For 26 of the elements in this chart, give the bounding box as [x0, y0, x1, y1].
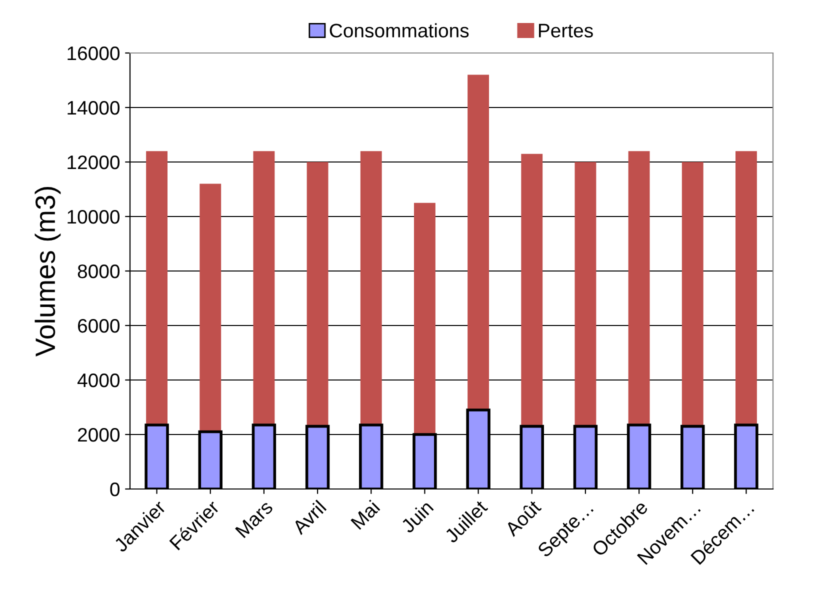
legend-label: Pertes	[538, 24, 593, 38]
y-tick-label: 4000	[77, 373, 120, 388]
bar	[574, 162, 596, 426]
y-tick-label: 0	[110, 482, 120, 496]
bar	[200, 184, 222, 432]
bar	[414, 202, 436, 434]
y-tick-label: 6000	[78, 318, 120, 333]
bar	[253, 151, 275, 425]
bar	[735, 151, 757, 425]
y-tick-label: 8000	[78, 264, 120, 278]
y-tick-label: 10000	[68, 210, 120, 224]
legend-label: Consommations	[330, 23, 469, 38]
y-tick-label: 12000	[68, 155, 120, 170]
y-tick-label: 16000	[68, 46, 120, 60]
y-tick-label: 14000	[68, 100, 120, 115]
x-tick-label: Mai	[350, 500, 380, 530]
bar	[146, 151, 168, 425]
y-tick-label: 2000	[78, 428, 120, 442]
bar	[468, 74, 490, 410]
bar	[521, 154, 543, 426]
bar	[306, 162, 328, 426]
y-axis-title: Volumes (m3)	[34, 187, 61, 357]
x-tick-label: Juin	[400, 500, 434, 534]
bar	[360, 151, 382, 425]
bar	[628, 151, 650, 425]
bar	[682, 162, 704, 426]
